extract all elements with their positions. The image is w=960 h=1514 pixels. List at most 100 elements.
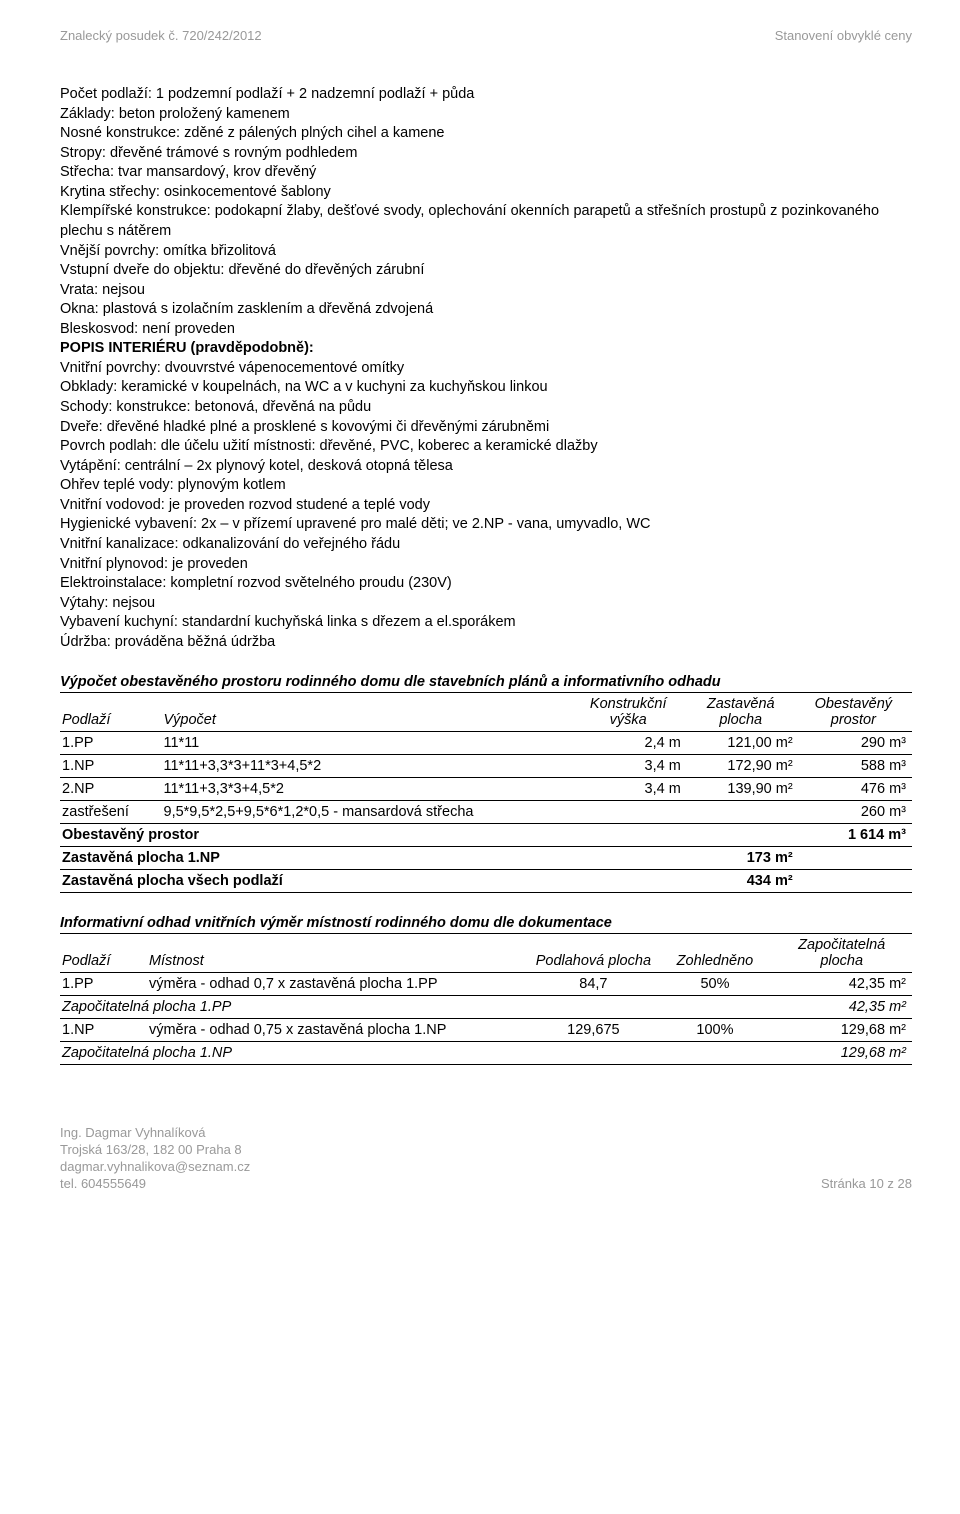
cell: 42,35 m² [775, 996, 912, 1019]
body2-line: Vnitřní vodovod: je proveden rozvod stud… [60, 496, 912, 516]
table-row: Zastavěná plocha 1.NP173 m² [60, 847, 912, 870]
body1-line: Střecha: tvar mansardový, krov dřevěný [60, 163, 912, 183]
cell [574, 801, 687, 824]
body1-line: Krytina střechy: osinkocementové šablony [60, 183, 912, 203]
cell: 173 m² [687, 847, 799, 870]
body1-line: Stropy: dřevěné trámové s rovným podhled… [60, 144, 912, 164]
header-left: Znalecký posudek č. 720/242/2012 [60, 28, 262, 43]
body2-line: Obklady: keramické v koupelnách, na WC a… [60, 378, 912, 398]
cell: 100% [659, 1019, 776, 1042]
body1-line: Vrata: nejsou [60, 281, 912, 301]
body1-line: Počet podlaží: 1 podzemní podlaží + 2 na… [60, 85, 912, 105]
cell: 2,4 m [574, 732, 687, 755]
body2-line: Povrch podlah: dle účelu užití místnosti… [60, 437, 912, 457]
cell: 42,35 m² [775, 973, 912, 996]
body2-line: Hygienické vybavení: 2x – v přízemí upra… [60, 515, 912, 535]
t1-h1: Výpočet [162, 693, 574, 732]
table-row: Započitatelná plocha 1.NP129,68 m² [60, 1042, 912, 1065]
table-row: 1.PP11*112,4 m121,00 m²290 m³ [60, 732, 912, 755]
table-row: 1.NP11*11+3,3*3+11*3+4,5*23,4 m172,90 m²… [60, 755, 912, 778]
cell: 476 m³ [799, 778, 912, 801]
cell: 129,68 m² [775, 1042, 912, 1065]
body2-line: Vnitřní kanalizace: odkanalizování do ve… [60, 535, 912, 555]
page-footer: Ing. Dagmar VyhnalíkováTrojská 163/28, 1… [60, 1125, 912, 1193]
cell [799, 870, 912, 893]
cell: 9,5*9,5*2,5+9,5*6*1,2*0,5 - mansardová s… [162, 801, 574, 824]
cell: 1.NP [60, 755, 162, 778]
body1-line: Základy: beton proložený kamenem [60, 105, 912, 125]
cell: Započitatelná plocha 1.PP [60, 996, 775, 1019]
cell: 11*11+3,3*3+11*3+4,5*2 [162, 755, 574, 778]
table1-heading: Výpočet obestavěného prostoru rodinného … [60, 674, 912, 690]
body-block-1: Počet podlaží: 1 podzemní podlaží + 2 na… [60, 85, 912, 339]
body1-line: Nosné konstrukce: zděné z pálených plnýc… [60, 124, 912, 144]
body2-line: Elektroinstalace: kompletní rozvod světe… [60, 574, 912, 594]
body1-line: Klempířské konstrukce: podokapní žlaby, … [60, 202, 912, 241]
cell: zastřešení [60, 801, 162, 824]
t1-h4: Obestavěný prostor [799, 693, 912, 732]
cell [799, 847, 912, 870]
table-obestaveny-prostor: Podlaží Výpočet Konstrukční výška Zastav… [60, 692, 912, 893]
table-row: 1.PPvýměra - odhad 0,7 x zastavěná ploch… [60, 973, 912, 996]
body2-line: Ohřev teplé vody: plynovým kotlem [60, 476, 912, 496]
table-row: Zastavěná plocha všech podlaží434 m² [60, 870, 912, 893]
t2-h3: Zohledněno [659, 934, 776, 973]
cell: 1.PP [60, 973, 147, 996]
cell: Obestavěný prostor [60, 824, 687, 847]
cell: výměra - odhad 0,7 x zastavěná plocha 1.… [147, 973, 532, 996]
cell: 1 614 m³ [799, 824, 912, 847]
cell: Započitatelná plocha 1.NP [60, 1042, 775, 1065]
footer-line: dagmar.vyhnalikova@seznam.cz [60, 1159, 250, 1176]
header-right: Stanovení obvyklé ceny [775, 28, 912, 43]
footer-right: Stránka 10 z 28 [821, 1176, 912, 1193]
cell: 1.PP [60, 732, 162, 755]
table-row: 1.NPvýměra - odhad 0,75 x zastavěná ploc… [60, 1019, 912, 1042]
cell: 121,00 m² [687, 732, 799, 755]
cell: výměra - odhad 0,75 x zastavěná plocha 1… [147, 1019, 532, 1042]
cell: 2.NP [60, 778, 162, 801]
t1-h3: Zastavěná plocha [687, 693, 799, 732]
table-row: 2.NP11*11+3,3*3+4,5*23,4 m139,90 m²476 m… [60, 778, 912, 801]
cell: 1.NP [60, 1019, 147, 1042]
body2-line: Vnitřní plynovod: je proveden [60, 555, 912, 575]
body2-line: Schody: konstrukce: betonová, dřevěná na… [60, 398, 912, 418]
cell [687, 801, 799, 824]
cell: 11*11+3,3*3+4,5*2 [162, 778, 574, 801]
body1-line: Okna: plastová s izolačním zasklením a d… [60, 300, 912, 320]
cell: 3,4 m [574, 778, 687, 801]
interior-heading: POPIS INTERIÉRU (pravděpodobně): [60, 339, 912, 359]
cell: 11*11 [162, 732, 574, 755]
body-block-2: POPIS INTERIÉRU (pravděpodobně): Vnitřní… [60, 339, 912, 652]
body2-line: Výtahy: nejsou [60, 594, 912, 614]
cell: 139,90 m² [687, 778, 799, 801]
table-row: Započitatelná plocha 1.PP42,35 m² [60, 996, 912, 1019]
body2-line: Vnitřní povrchy: dvouvrstvé vápenocement… [60, 359, 912, 379]
table2-heading: Informativní odhad vnitřních výměr místn… [60, 915, 912, 931]
table-row: Obestavěný prostor 1 614 m³ [60, 824, 912, 847]
footer-left: Ing. Dagmar VyhnalíkováTrojská 163/28, 1… [60, 1125, 250, 1193]
cell: 290 m³ [799, 732, 912, 755]
cell: 129,675 [532, 1019, 658, 1042]
cell: Zastavěná plocha 1.NP [60, 847, 687, 870]
body1-line: Vnější povrchy: omítka břizolitová [60, 242, 912, 262]
t2-h2: Podlahová plocha [532, 934, 658, 973]
t2-h0: Podlaží [60, 934, 147, 973]
table-vnitrni-vymery: Podlaží Místnost Podlahová plocha Zohled… [60, 933, 912, 1065]
cell: 588 m³ [799, 755, 912, 778]
body1-line: Vstupní dveře do objektu: dřevěné do dře… [60, 261, 912, 281]
t1-h0: Podlaží [60, 693, 162, 732]
body2-line: Dveře: dřevěné hladké plné a prosklené s… [60, 418, 912, 438]
t2-h1: Místnost [147, 934, 532, 973]
cell: 50% [659, 973, 776, 996]
t1-h2: Konstrukční výška [574, 693, 687, 732]
cell: 434 m² [687, 870, 799, 893]
body2-line: Vybavení kuchyní: standardní kuchyňská l… [60, 613, 912, 633]
table-row: zastřešení9,5*9,5*2,5+9,5*6*1,2*0,5 - ma… [60, 801, 912, 824]
cell: Zastavěná plocha všech podlaží [60, 870, 687, 893]
body2-line: Údržba: prováděna běžná údržba [60, 633, 912, 653]
body1-line: Bleskosvod: není proveden [60, 320, 912, 340]
footer-line: Ing. Dagmar Vyhnalíková [60, 1125, 250, 1142]
footer-line: Trojská 163/28, 182 00 Praha 8 [60, 1142, 250, 1159]
t2-h4: Započitatelná plocha [775, 934, 912, 973]
footer-line: tel. 604555649 [60, 1176, 250, 1193]
